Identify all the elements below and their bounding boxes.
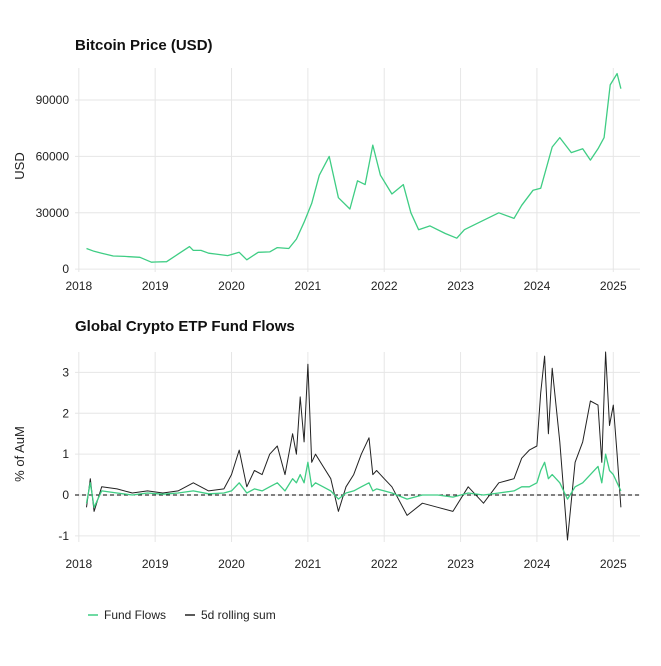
price-chart-gridlines xyxy=(75,68,640,272)
price-x-tick-label: 2025 xyxy=(600,279,627,293)
flows-y-tick-label: 2 xyxy=(62,406,69,420)
price-x-tick-label: 2024 xyxy=(524,279,551,293)
price-y-tick-label: 30000 xyxy=(36,206,70,220)
series-line-5d-rolling-sum xyxy=(86,351,622,541)
flows-chart-y-axis-label: % of AuM xyxy=(12,426,27,482)
flows-y-tick-label: 3 xyxy=(62,365,69,379)
legend-label-fund-flows: Fund Flows xyxy=(104,608,166,622)
price-chart-y-ticks: 0 30000 60000 90000 xyxy=(36,93,70,276)
price-y-tick-label: 90000 xyxy=(36,93,70,107)
flows-y-tick-label: 1 xyxy=(62,447,69,461)
price-x-tick-label: 2019 xyxy=(142,279,169,293)
flows-y-tick-label: 0 xyxy=(62,488,69,502)
flows-chart-x-ticks: 2018 2019 2020 2021 2022 2023 2024 2025 xyxy=(65,557,626,571)
flows-chart-line-area xyxy=(85,351,622,541)
flows-x-tick-label: 2024 xyxy=(524,557,551,571)
price-x-tick-label: 2021 xyxy=(295,279,322,293)
price-chart-y-axis-label: USD xyxy=(12,152,27,179)
price-y-tick-label: 0 xyxy=(62,262,69,276)
series-line-fund-flows xyxy=(85,453,622,508)
price-x-tick-label: 2020 xyxy=(218,279,245,293)
flows-y-tick-label: -1 xyxy=(58,529,69,543)
price-chart-title: Bitcoin Price (USD) xyxy=(75,37,213,54)
flows-x-tick-label: 2022 xyxy=(371,557,398,571)
legend-label-5d-rolling-sum: 5d rolling sum xyxy=(201,608,276,622)
price-x-tick-label: 2023 xyxy=(447,279,474,293)
flows-chart-gridlines xyxy=(75,352,640,542)
price-chart-x-ticks: 2018 2019 2020 2021 2022 2023 2024 2025 xyxy=(65,279,626,293)
flows-x-tick-label: 2025 xyxy=(600,557,627,571)
flows-x-tick-label: 2023 xyxy=(447,557,474,571)
flows-chart-y-ticks: -1 0 1 2 3 xyxy=(58,365,69,542)
flows-chart-title: Global Crypto ETP Fund Flows xyxy=(75,318,295,335)
price-chart-line-area xyxy=(86,72,622,263)
price-y-tick-label: 60000 xyxy=(36,149,70,163)
price-x-tick-label: 2018 xyxy=(65,279,92,293)
flows-x-tick-label: 2021 xyxy=(295,557,322,571)
legend: Fund Flows 5d rolling sum xyxy=(88,608,276,622)
price-x-tick-label: 2022 xyxy=(371,279,398,293)
series-line-bitcoin-price xyxy=(86,72,622,263)
flows-x-tick-label: 2018 xyxy=(65,557,92,571)
flows-x-tick-label: 2019 xyxy=(142,557,169,571)
flows-x-tick-label: 2020 xyxy=(218,557,245,571)
